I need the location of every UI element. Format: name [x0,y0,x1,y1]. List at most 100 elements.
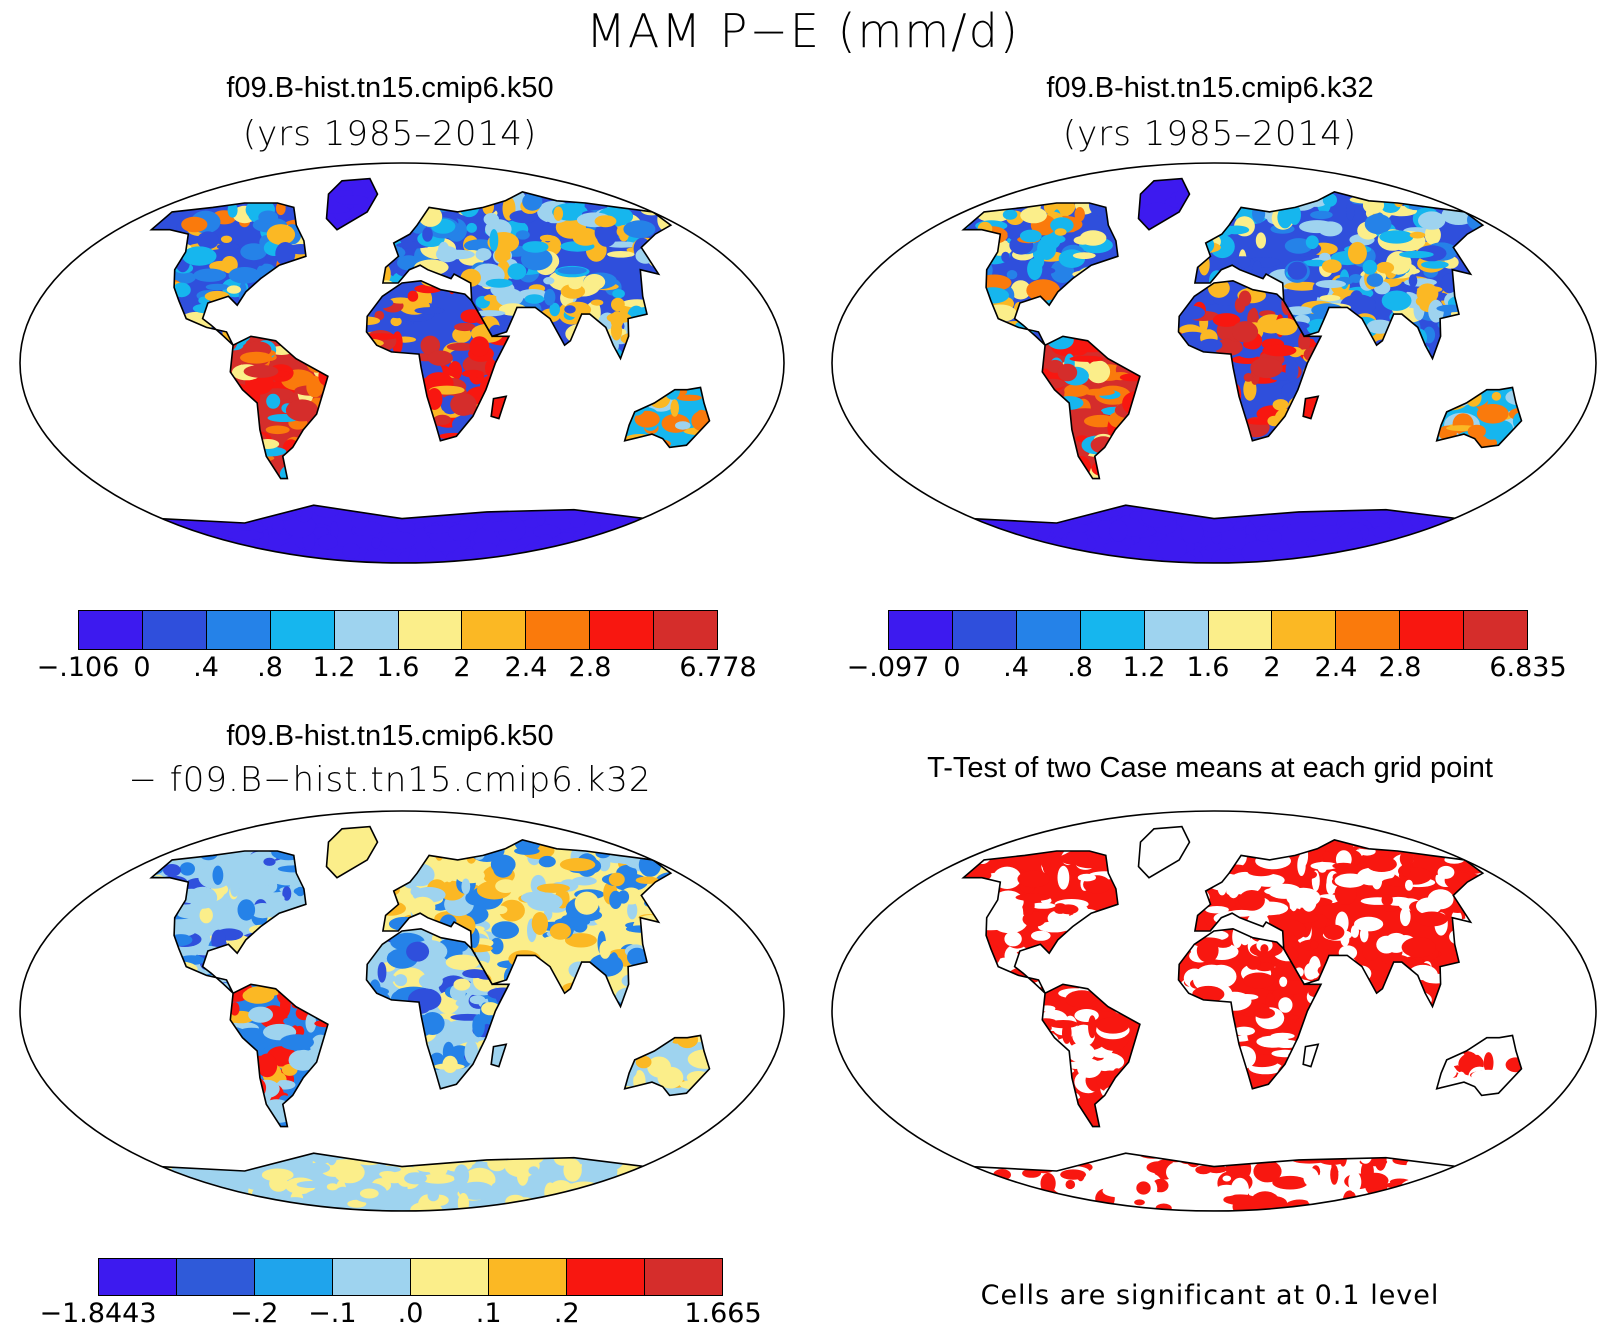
field-patch [426,388,443,410]
field-patch [1030,902,1056,909]
field-patch [1238,890,1265,911]
field-patch [990,1187,1009,1203]
field-patch [1347,241,1367,265]
panel4-title: T-Test of two Case means at each grid po… [927,752,1493,784]
field-patch [283,1018,292,1025]
colorbar-swatch [1464,611,1528,649]
field-patch [1096,1017,1130,1034]
field-patch [1054,949,1079,961]
field-patch [572,228,599,246]
field-patch [1503,1038,1522,1048]
field-patch [1047,965,1075,985]
field-patch [1001,203,1014,210]
field-patch [438,505,467,523]
field-patch [216,243,240,251]
field-patch [1238,290,1252,307]
field-patch [230,394,250,408]
field-patch [1307,366,1321,374]
field-patch [1106,1111,1116,1127]
field-patch [483,213,499,226]
field-patch [366,366,390,380]
field-patch [625,1194,636,1211]
field-patch [1053,415,1073,432]
field-patch [1272,1175,1308,1190]
colorbar-label: 0 [943,652,961,683]
field-patch [1348,1171,1362,1193]
field-patch [1316,1045,1321,1060]
field-patch [1031,930,1051,941]
field-patch [433,414,452,425]
field-patch [315,448,328,468]
field-patch [442,1055,458,1073]
field-patch [652,1035,674,1047]
field-patch [1117,1095,1140,1113]
field-patch [642,981,671,998]
field-patch [462,369,484,378]
field-patch [531,912,549,935]
field-patch [1195,1165,1212,1175]
field-patch [1405,348,1424,359]
field-patch [491,1181,509,1194]
field-patch [522,192,543,211]
field-patch [1194,235,1215,255]
field-patch [306,984,316,996]
field-patch [229,1153,251,1168]
field-patch [308,421,325,438]
field-patch [178,507,198,517]
field-patch [1097,932,1115,954]
field-patch [1250,357,1283,379]
field-patch [1376,261,1395,274]
field-patch [559,858,596,872]
field-patch [1201,1153,1212,1165]
field-patch [1036,1154,1073,1168]
field-patch [286,467,321,475]
field-patch [1065,1061,1086,1069]
field-patch [511,329,539,341]
field-patch [697,409,706,417]
field-patch [1443,391,1464,402]
field-patch [1057,363,1078,382]
field-patch [1462,948,1477,973]
colorbar-swatch [1336,611,1401,649]
field-patch [655,293,671,318]
field-patch [1375,339,1394,347]
field-patch [607,251,635,258]
field-patch [963,284,988,294]
field-patch [495,879,517,893]
field-patch [608,872,625,887]
colorbar-label: 2.8 [568,652,612,683]
field-patch [173,323,206,343]
field-patch [1436,396,1467,411]
field-patch [571,876,597,886]
field-patch [250,903,275,919]
field-patch [1059,852,1089,865]
field-patch [1055,966,1069,981]
field-patch [1054,228,1067,236]
field-patch [1215,1184,1238,1197]
field-patch [543,1195,571,1211]
field-patch [272,505,298,521]
field-patch [1209,856,1223,872]
field-patch [1253,1160,1282,1183]
field-patch [1247,1153,1265,1164]
field-patch [1332,862,1355,870]
field-patch [1042,1028,1051,1047]
field-patch [543,277,555,285]
field-patch [1466,986,1476,1007]
field-patch [285,399,319,422]
field-patch [397,843,428,860]
field-patch [1471,913,1483,937]
field-patch [653,900,671,913]
field-patch [572,549,597,563]
field-patch [1182,361,1195,378]
field-patch [1445,990,1458,1007]
field-patch [983,1155,1010,1165]
field-patch [282,886,292,901]
field-patch [1110,465,1120,479]
field-patch [274,894,285,904]
field-patch [373,1153,386,1161]
field-patch [371,1049,400,1062]
field-patch [1232,1046,1256,1069]
field-patch [216,958,236,968]
field-patch [151,330,163,340]
